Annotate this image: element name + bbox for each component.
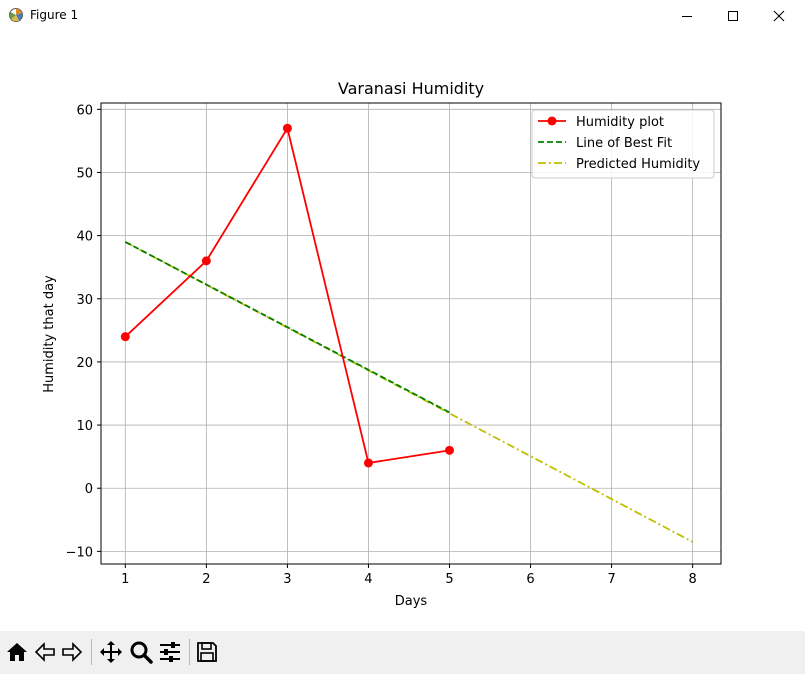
pan-button[interactable] (98, 639, 124, 665)
y-tick-label: 40 (76, 230, 93, 245)
x-tick-label: 7 (607, 572, 615, 587)
navigation-toolbar (0, 631, 805, 674)
y-tick-label: 10 (76, 419, 93, 434)
legend-box (531, 109, 715, 179)
y-tick-label: 0 (85, 482, 93, 497)
matplotlib-app-icon (9, 8, 23, 22)
chart-title: Varanasi Humidity (338, 79, 484, 98)
back-icon (34, 642, 55, 662)
y-tick-label: 20 (76, 356, 93, 371)
back-button[interactable] (32, 639, 58, 665)
x-axis-label: Days (395, 594, 428, 609)
y-axis-label: Humidity that day (42, 275, 57, 393)
minimize-button[interactable] (664, 0, 710, 31)
configure-subplots-icon (160, 642, 180, 662)
legend-label: Predicted Humidity (576, 157, 700, 172)
grid-lines (101, 103, 721, 564)
legend-marker (547, 116, 557, 126)
data-point (201, 256, 211, 266)
forward-icon (62, 642, 83, 662)
x-tick-label: 4 (364, 572, 372, 587)
x-tick-label: 8 (688, 572, 696, 587)
data-point (120, 332, 130, 342)
x-tick-label: 2 (202, 572, 210, 587)
save-icon (197, 642, 217, 662)
x-tick-label: 6 (526, 572, 534, 587)
maximize-button[interactable] (710, 0, 756, 31)
y-tick-label: −10 (66, 545, 93, 560)
axis-ticks: 1 2 3 4 5 6 7 8 −10 0 10 20 30 40 50 60 (66, 103, 697, 587)
legend[interactable]: Humidity plot Line of Best Fit Predicted H… (531, 109, 715, 179)
data-point (363, 458, 373, 468)
configure-subplots-button[interactable] (157, 639, 183, 665)
data-point (444, 445, 454, 455)
x-tick-label: 1 (121, 572, 129, 587)
figure-canvas[interactable]: Varanasi Humidity Days Humidity that day… (0, 31, 805, 631)
x-tick-label: 3 (283, 572, 291, 587)
legend-label: Humidity plot (576, 115, 664, 130)
zoom-button[interactable] (128, 639, 154, 665)
save-button[interactable] (194, 639, 220, 665)
close-button[interactable] (756, 0, 802, 31)
line-chart: Varanasi Humidity Days Humidity that day… (42, 79, 722, 609)
maximize-icon (728, 10, 738, 21)
home-button[interactable] (4, 639, 30, 665)
toolbar-separator (189, 639, 190, 665)
y-tick-label: 50 (76, 166, 93, 181)
plot-area-frame (100, 102, 722, 565)
y-tick-label: 30 (76, 293, 93, 308)
data-point (282, 123, 292, 133)
series-lines (120, 123, 694, 543)
y-tick-label: 60 (76, 103, 93, 118)
zoom-icon (130, 641, 153, 664)
title-bar[interactable]: Figure 1 (0, 0, 805, 31)
minimize-icon (682, 15, 692, 17)
close-icon (773, 10, 785, 21)
window-title: Figure 1 (30, 8, 79, 22)
home-icon (7, 643, 27, 661)
legend-label: Line of Best Fit (576, 136, 672, 151)
forward-button[interactable] (59, 639, 85, 665)
series-line (124, 241, 450, 414)
toolbar-separator (91, 639, 92, 665)
pan-icon (100, 641, 122, 663)
x-tick-label: 5 (445, 572, 453, 587)
